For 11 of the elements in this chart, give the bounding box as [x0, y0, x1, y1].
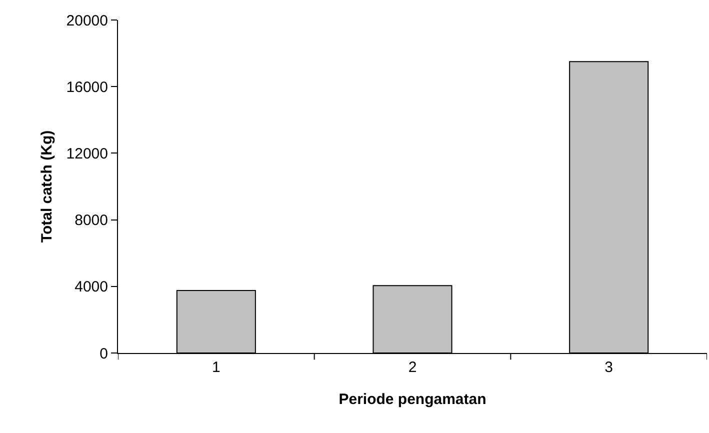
- x-tick-label: 3: [604, 359, 613, 376]
- y-tick-label: 20000: [66, 12, 108, 30]
- x-tick-label: 1: [212, 359, 220, 376]
- x-tick-label: 2: [408, 359, 417, 376]
- y-tick-label: 12000: [66, 145, 108, 162]
- y-tick-label: 0: [100, 345, 108, 362]
- y-tick-label: 8000: [74, 212, 108, 230]
- y-tick-label: 16000: [66, 78, 108, 96]
- y-axis-title: Total catch (Kg): [38, 130, 56, 243]
- x-axis-title: Periode pengamatan: [338, 391, 486, 408]
- y-tick-label: 4000: [74, 278, 108, 296]
